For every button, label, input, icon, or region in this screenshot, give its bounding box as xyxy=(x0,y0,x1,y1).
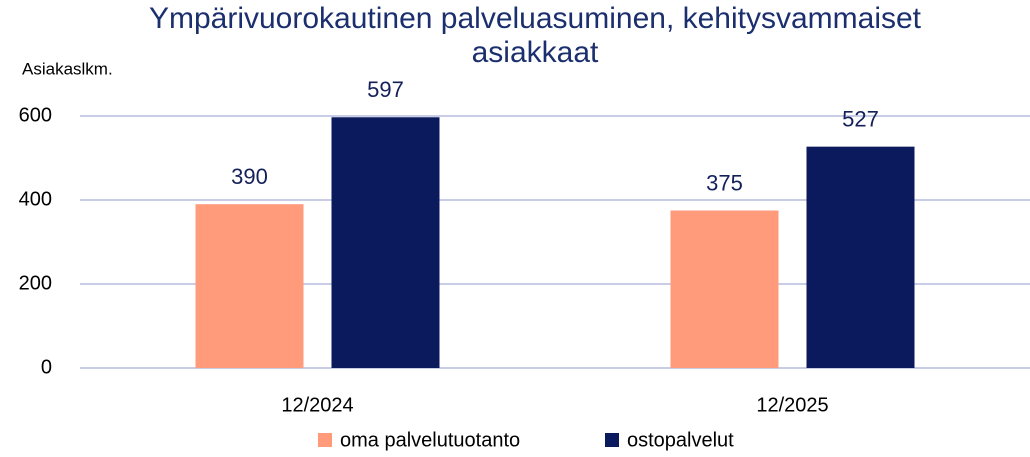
y-tick-label: 400 xyxy=(19,188,52,210)
y-tick-label: 200 xyxy=(19,272,52,294)
y-tick-label: 0 xyxy=(41,356,52,378)
x-tick-label: 12/2024 xyxy=(281,394,353,416)
chart-title: Ympärivuorokautinen palveluasuminen, keh… xyxy=(148,2,922,69)
data-label: 390 xyxy=(231,164,268,189)
bar xyxy=(195,204,304,368)
data-label: 597 xyxy=(367,77,404,102)
y-tick-label: 600 xyxy=(19,104,52,126)
data-label: 527 xyxy=(842,106,879,131)
legend-swatch xyxy=(605,433,619,447)
legend-swatch xyxy=(318,433,332,447)
bar xyxy=(331,117,440,368)
legend-label: ostopalvelut xyxy=(627,429,734,451)
y-axis-label: Asiakaslkm. xyxy=(22,59,113,78)
bar xyxy=(670,210,779,368)
x-tick-label: 12/2025 xyxy=(756,394,828,416)
legend-label: oma palvelutuotanto xyxy=(340,429,520,451)
bar xyxy=(806,146,915,368)
data-label: 375 xyxy=(706,170,743,195)
